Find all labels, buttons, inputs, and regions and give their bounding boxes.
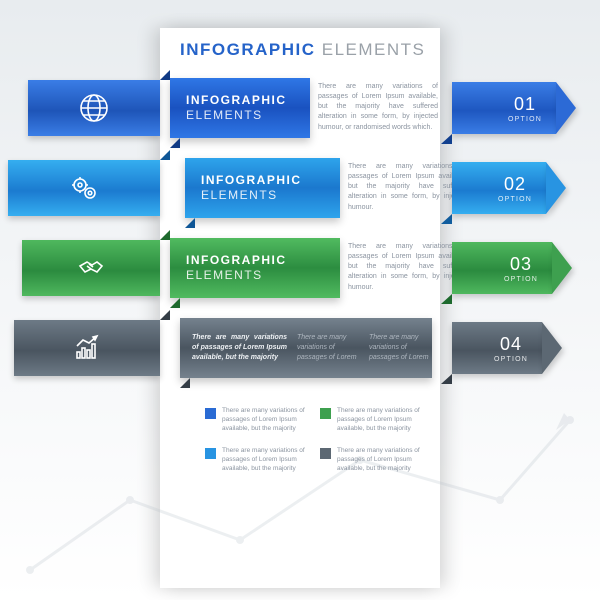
banner-label: INFOGRAPHICELEMENTS bbox=[186, 253, 287, 283]
option-label: OPTION bbox=[504, 276, 538, 283]
left-fold bbox=[160, 70, 170, 80]
legend-swatch-3 bbox=[205, 448, 216, 459]
banner-3: INFOGRAPHICELEMENTS bbox=[170, 238, 340, 298]
left-ribbon-1 bbox=[28, 80, 160, 136]
option-label: OPTION bbox=[508, 116, 542, 123]
chart-icon bbox=[71, 332, 103, 364]
arrow-head bbox=[556, 82, 576, 134]
option-arrow-2: 02OPTION bbox=[452, 162, 546, 214]
gears-icon bbox=[68, 172, 100, 204]
page-title: INFOGRAPHIC ELEMENTS bbox=[180, 40, 425, 60]
option-number: 02 bbox=[498, 174, 532, 195]
legend-swatch-4 bbox=[320, 448, 331, 459]
left-fold bbox=[160, 150, 170, 160]
left-fold bbox=[160, 230, 170, 240]
legend-text-3: There are many variations of passages of… bbox=[222, 447, 312, 473]
banner-1: INFOGRAPHICELEMENTS bbox=[170, 78, 310, 138]
arr-fold bbox=[441, 214, 452, 224]
option-label: OPTION bbox=[498, 196, 532, 203]
banner-label: INFOGRAPHICELEMENTS bbox=[201, 173, 302, 203]
legend-swatch-1 bbox=[205, 408, 216, 419]
title-word-2: ELEMENTS bbox=[322, 40, 426, 59]
globe-icon bbox=[78, 92, 110, 124]
legend-text-4: There are many variations of passages of… bbox=[337, 447, 427, 473]
left-ribbon-2 bbox=[8, 160, 160, 216]
option-number: 04 bbox=[494, 334, 528, 355]
legend-swatch-2 bbox=[320, 408, 331, 419]
option-number: 01 bbox=[508, 94, 542, 115]
banner-2: INFOGRAPHICELEMENTS bbox=[185, 158, 340, 218]
arr-fold bbox=[441, 374, 452, 384]
option-arrow-1: 01OPTION bbox=[452, 82, 556, 134]
legend-text-1: There are many variations of passages of… bbox=[222, 407, 312, 433]
mid-fold bbox=[180, 378, 190, 388]
mid-fold bbox=[170, 138, 180, 148]
arrow-head bbox=[546, 162, 566, 214]
arr-fold bbox=[441, 134, 452, 144]
arrow-head bbox=[552, 242, 572, 294]
arr-fold bbox=[441, 294, 452, 304]
legend-text-2: There are many variations of passages of… bbox=[337, 407, 427, 433]
banner4-text-b: There are many variations of passages of… bbox=[297, 333, 359, 362]
left-ribbon-4 bbox=[14, 320, 160, 376]
option-number: 03 bbox=[504, 254, 538, 275]
option-label: OPTION bbox=[494, 356, 528, 363]
banner4-text-a: There are many variations of passages of… bbox=[192, 333, 287, 362]
banner-desc-1: There are many variations of passages of… bbox=[318, 82, 438, 133]
option-arrow-3: 03OPTION bbox=[452, 242, 552, 294]
title-word-1: INFOGRAPHIC bbox=[180, 40, 316, 59]
arrow-head bbox=[542, 322, 562, 374]
banner-label: INFOGRAPHICELEMENTS bbox=[186, 93, 287, 123]
mid-fold bbox=[185, 218, 195, 228]
handshake-icon bbox=[75, 252, 107, 284]
banner-desc-2: There are many variations of passages of… bbox=[348, 162, 468, 213]
left-ribbon-3 bbox=[22, 240, 160, 296]
banner4-text-c: There are many variations of passages of… bbox=[369, 333, 431, 362]
option-arrow-4: 04OPTION bbox=[452, 322, 542, 374]
mid-fold bbox=[170, 298, 180, 308]
banner-4: There are many variations of passages of… bbox=[180, 318, 432, 378]
banner-desc-3: There are many variations of passages of… bbox=[348, 242, 468, 293]
left-fold bbox=[160, 310, 170, 320]
